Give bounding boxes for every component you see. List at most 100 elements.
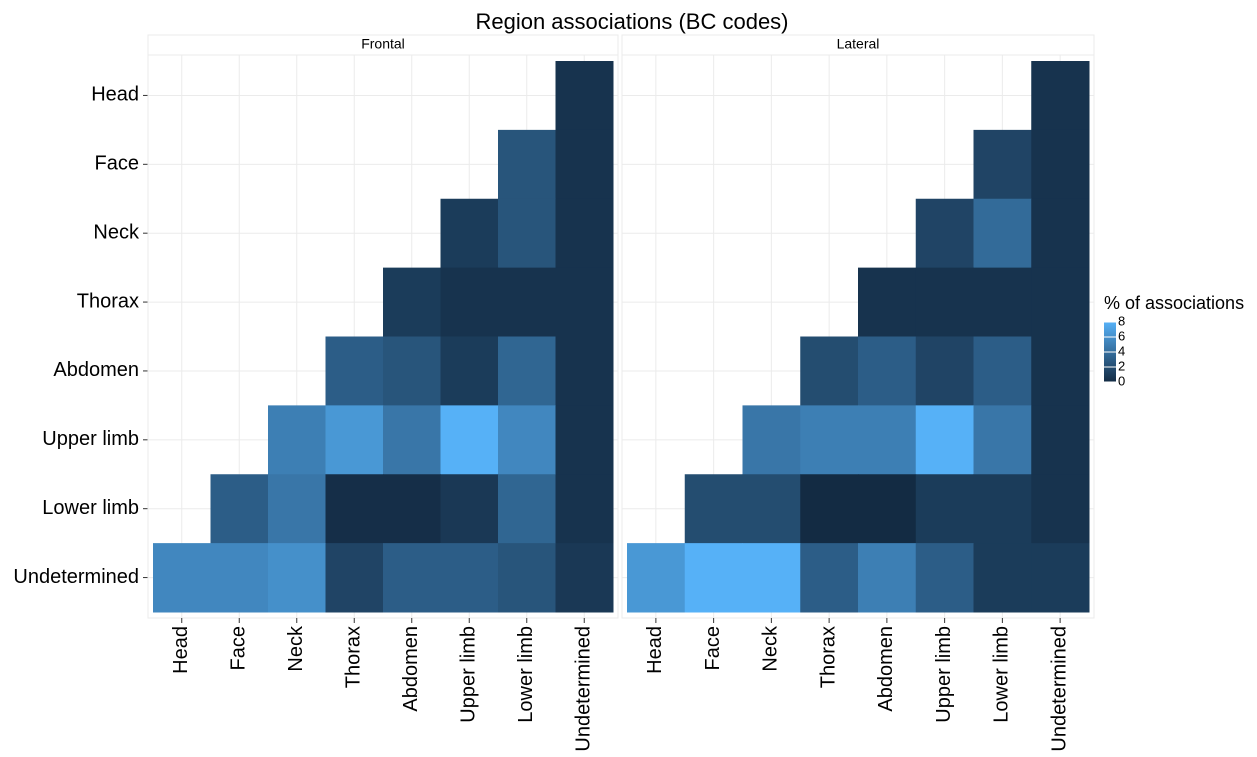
heat-cell bbox=[915, 267, 974, 337]
heat-cell bbox=[973, 129, 1032, 200]
heat-cell bbox=[498, 267, 556, 337]
heat-cell bbox=[498, 336, 556, 406]
heat-cell bbox=[973, 474, 1032, 544]
heat-cell bbox=[915, 474, 974, 544]
heat-cell bbox=[440, 267, 499, 337]
heat-cell bbox=[973, 198, 1032, 269]
heat-cell bbox=[973, 543, 1032, 613]
heat-cell bbox=[498, 129, 556, 200]
heat-cell bbox=[858, 336, 917, 406]
heat-cell bbox=[973, 405, 1032, 475]
heat-cell bbox=[555, 267, 614, 337]
heat-cell bbox=[383, 267, 441, 337]
heat-cell bbox=[915, 543, 974, 613]
heat-cell bbox=[555, 61, 614, 131]
y-tick-label: Lower limb bbox=[42, 497, 139, 519]
heat-cell bbox=[440, 198, 499, 269]
heat-cell bbox=[440, 543, 499, 613]
heat-cell bbox=[858, 474, 917, 544]
heat-cell bbox=[1031, 543, 1090, 613]
x-tick-label: Upper limb bbox=[933, 626, 955, 723]
heat-cell bbox=[1031, 129, 1090, 200]
x-tick-label: Thorax bbox=[817, 626, 839, 688]
heat-cell bbox=[858, 267, 917, 337]
heat-cell bbox=[555, 129, 614, 200]
heat-cell bbox=[210, 474, 269, 544]
heat-cell bbox=[742, 474, 801, 544]
x-tick-label: Undetermined bbox=[1048, 626, 1070, 752]
heat-cell bbox=[498, 474, 556, 544]
x-tick-label: Abdomen bbox=[875, 626, 897, 712]
heat-cell bbox=[684, 543, 743, 613]
heat-cell bbox=[1031, 405, 1090, 475]
x-tick-label: Lower limb bbox=[515, 626, 537, 723]
x-tick-label: Face bbox=[228, 626, 250, 670]
y-tick-label: Upper limb bbox=[42, 428, 139, 450]
heat-cell bbox=[800, 474, 859, 544]
y-tick-label: Neck bbox=[93, 221, 140, 243]
heat-cell bbox=[268, 543, 326, 613]
x-tick-label: Lower limb bbox=[991, 626, 1013, 723]
colorbar-label: 4 bbox=[1118, 343, 1125, 358]
heat-cell bbox=[325, 543, 384, 613]
x-tick-label: Neck bbox=[285, 625, 307, 672]
heat-cell bbox=[325, 474, 384, 544]
heat-cell bbox=[383, 474, 441, 544]
heat-cell bbox=[1031, 198, 1090, 269]
heat-cell bbox=[383, 543, 441, 613]
heat-cell bbox=[1031, 474, 1090, 544]
heat-cell bbox=[800, 336, 859, 406]
heat-cell bbox=[627, 543, 686, 613]
colorbar-label: 8 bbox=[1118, 313, 1125, 328]
colorbar-label: 6 bbox=[1118, 328, 1125, 343]
heat-cell bbox=[383, 405, 441, 475]
legend-title: % of associations bbox=[1104, 293, 1244, 313]
x-tick-label: Abdomen bbox=[400, 626, 422, 712]
heat-cell bbox=[1031, 61, 1090, 131]
heat-cell bbox=[555, 336, 614, 406]
heat-cell bbox=[684, 474, 743, 544]
y-tick-label: Abdomen bbox=[53, 359, 139, 381]
y-tick-label: Head bbox=[91, 84, 139, 106]
heat-cell bbox=[555, 198, 614, 269]
heat-cell bbox=[858, 543, 917, 613]
x-tick-label: Head bbox=[170, 626, 192, 674]
heat-cell bbox=[325, 336, 384, 406]
x-tick-label: Head bbox=[644, 626, 666, 674]
heat-cell bbox=[915, 336, 974, 406]
heat-cell bbox=[383, 336, 441, 406]
colorbar-label: 2 bbox=[1118, 358, 1125, 373]
heat-cell bbox=[153, 543, 211, 613]
heat-cell bbox=[858, 405, 917, 475]
heat-cell bbox=[973, 267, 1032, 337]
heat-cell bbox=[800, 405, 859, 475]
heat-cell bbox=[498, 198, 556, 269]
colorbar-label: 0 bbox=[1118, 373, 1125, 388]
heat-cell bbox=[325, 405, 384, 475]
heat-cell bbox=[210, 543, 269, 613]
heat-cell bbox=[268, 474, 326, 544]
y-tick-label: Thorax bbox=[77, 290, 139, 312]
heat-cell bbox=[555, 405, 614, 475]
heat-cell bbox=[268, 405, 326, 475]
chart-title: Region associations (BC codes) bbox=[475, 9, 788, 34]
x-tick-label: Upper limb bbox=[458, 626, 480, 723]
heat-cell bbox=[1031, 267, 1090, 337]
heat-cell bbox=[742, 405, 801, 475]
strip-label: Frontal bbox=[361, 36, 405, 52]
x-tick-label: Neck bbox=[760, 625, 782, 672]
x-tick-label: Undetermined bbox=[573, 626, 595, 752]
heat-cell bbox=[498, 543, 556, 613]
heat-cell bbox=[440, 405, 499, 475]
heat-cell bbox=[498, 405, 556, 475]
strip-label: Lateral bbox=[837, 36, 880, 52]
x-tick-label: Face bbox=[702, 626, 724, 670]
heat-cell bbox=[800, 543, 859, 613]
heat-cell bbox=[915, 405, 974, 475]
heat-cell bbox=[742, 543, 801, 613]
heat-cell bbox=[1031, 336, 1090, 406]
heat-cell bbox=[915, 198, 974, 269]
heat-cell bbox=[555, 474, 614, 544]
y-tick-label: Face bbox=[95, 153, 139, 175]
